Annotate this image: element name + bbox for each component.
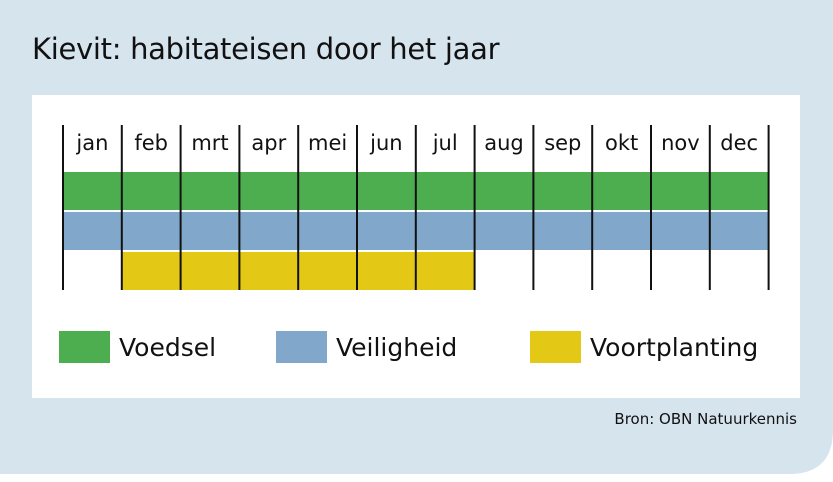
month-label-jun: jun	[369, 131, 402, 155]
month-label-feb: feb	[134, 131, 168, 155]
month-label-mrt: mrt	[191, 131, 228, 155]
month-label-apr: apr	[251, 131, 286, 155]
timeline-chart: jan feb mrt apr mei jun jul aug sep okt nov dec Voed…	[59, 125, 770, 363]
legend-swatch-voedsel	[59, 331, 110, 363]
legend-label-veiligheid: Veiligheid	[336, 333, 457, 362]
month-label-nov: nov	[661, 131, 700, 155]
month-label-dec: dec	[720, 131, 758, 155]
legend-swatch-voortplanting	[530, 331, 581, 363]
chart-title: Kievit: habitateisen door het jaar	[32, 32, 500, 66]
legend-label-voedsel: Voedsel	[119, 333, 216, 362]
month-label-sep: sep	[544, 131, 581, 155]
legend-swatch-veiligheid	[276, 331, 327, 363]
month-label-aug: aug	[484, 131, 524, 155]
month-label-jan: jan	[75, 131, 108, 155]
legend-label-voortplanting: Voortplanting	[590, 333, 758, 362]
month-label-okt: okt	[605, 131, 638, 155]
month-label-mei: mei	[308, 131, 347, 155]
month-label-jul: jul	[432, 131, 458, 155]
chart-panel: jan feb mrt apr mei jun jul aug sep okt nov dec Voed…	[32, 95, 800, 398]
source-credit: Bron: OBN Natuurkennis	[614, 410, 797, 428]
